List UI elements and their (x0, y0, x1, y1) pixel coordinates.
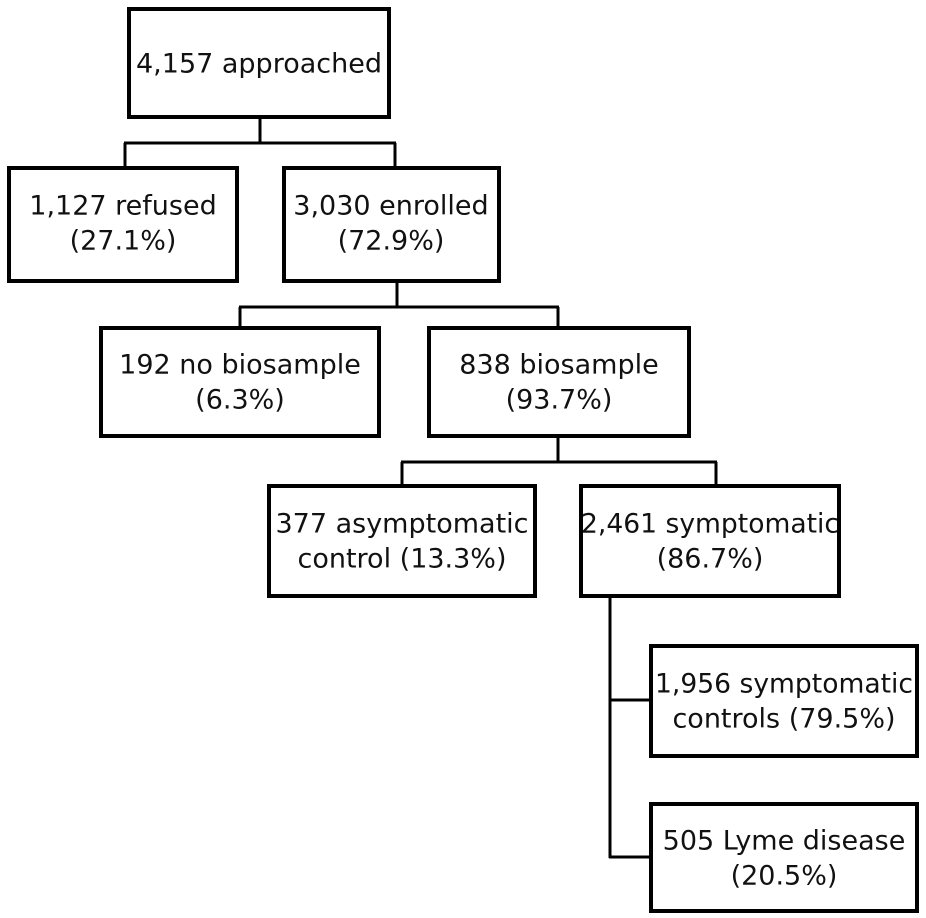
node-label: (6.3%) (195, 385, 285, 416)
node-label: 192 no biosample (119, 350, 361, 381)
node-label: 377 asymptomatic (275, 509, 528, 540)
node-label: 1,956 symptomatic (655, 669, 913, 700)
node-label: 1,127 refused (29, 191, 216, 222)
node-label: 2,461 symptomatic (581, 509, 839, 540)
node-box (282, 166, 501, 283)
node-box (7, 166, 239, 283)
connectors (123, 118, 718, 859)
node-label: 505 Lyme disease (663, 826, 906, 857)
node-box (127, 7, 391, 119)
node-box (579, 484, 841, 598)
node-box (99, 326, 381, 438)
node-label: (86.7%) (657, 544, 764, 575)
node-label: controls (79.5%) (672, 704, 895, 735)
node-label: (72.9%) (338, 226, 445, 257)
node-box (649, 644, 919, 758)
node-label: (93.7%) (506, 385, 613, 416)
node-label: control (13.3%) (297, 544, 506, 575)
labels: 4,157 approached 1,127 refused (27.1%) 3… (29, 49, 913, 892)
node-label: 838 biosample (459, 350, 658, 381)
node-label: (27.1%) (70, 226, 177, 257)
boxes (7, 7, 919, 913)
node-label: 4,157 approached (136, 49, 382, 80)
node-box (649, 802, 919, 913)
node-label: 3,030 enrolled (293, 191, 488, 222)
node-box (427, 326, 691, 438)
node-label: (20.5%) (731, 861, 838, 892)
node-box (267, 484, 537, 598)
